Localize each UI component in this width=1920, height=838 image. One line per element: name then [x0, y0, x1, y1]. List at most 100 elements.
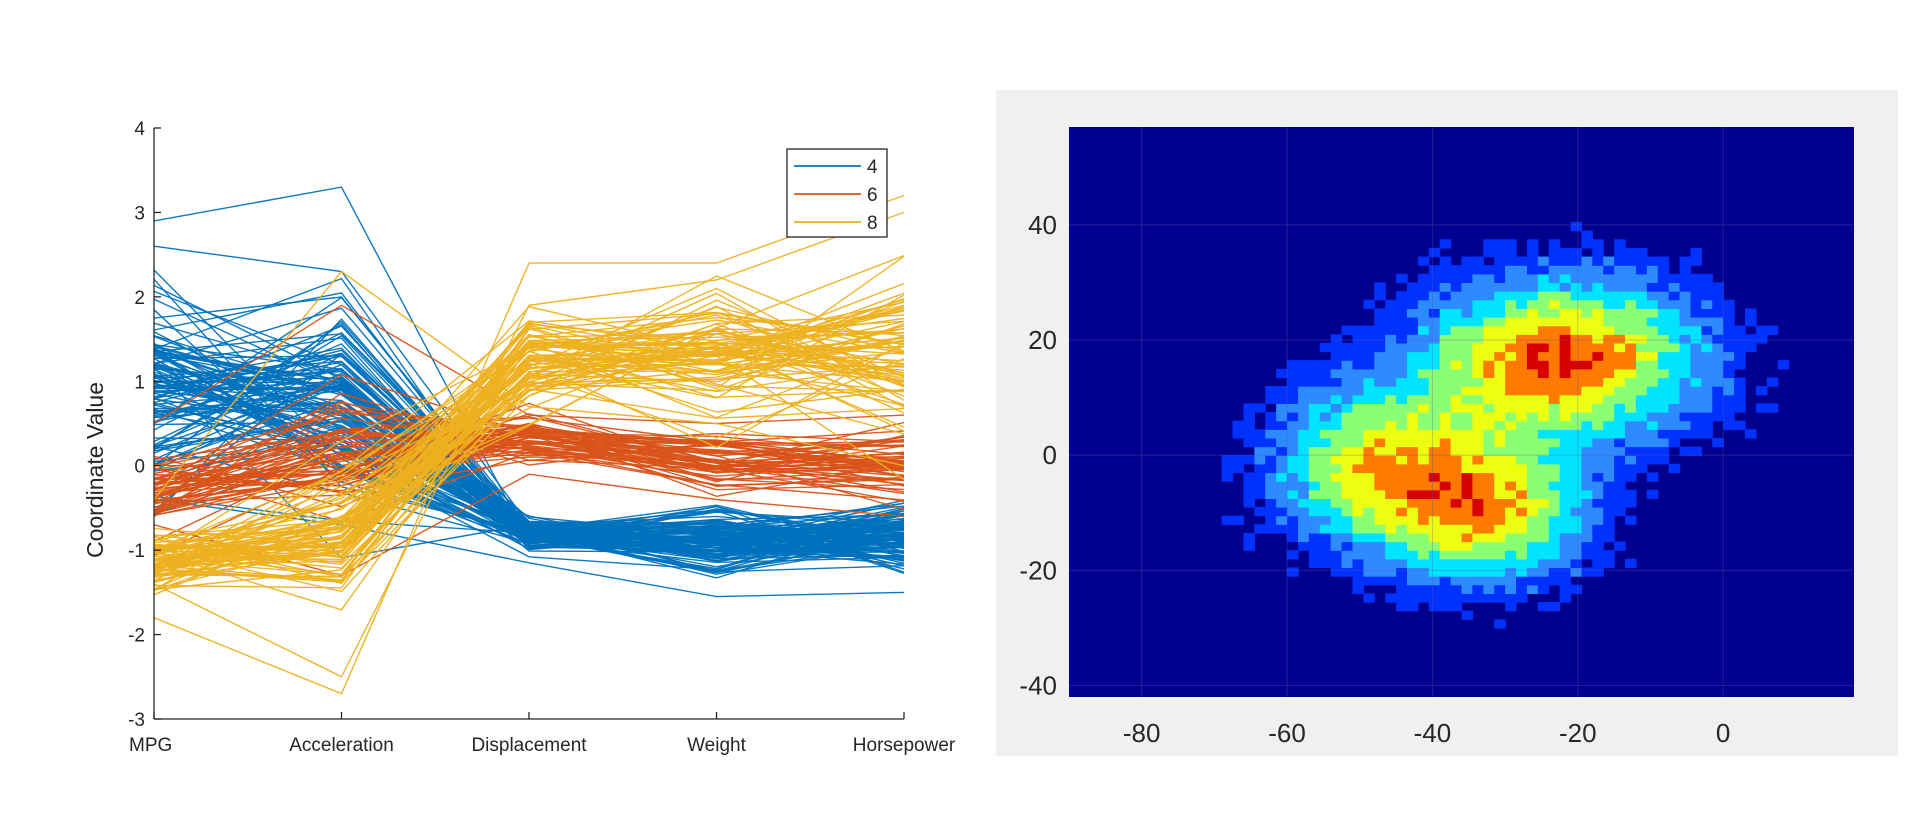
contour-level-3-cell	[1505, 558, 1517, 569]
contour-level-1-cell	[1254, 403, 1266, 413]
contour-level-6-cell	[1592, 377, 1604, 387]
contour-level-1-cell	[1439, 602, 1452, 612]
contour-level-3-cell	[1341, 515, 1354, 525]
series-4-line	[153, 344, 905, 536]
contour-level-3-cell	[1581, 420, 1593, 430]
contour-level-1-cell	[1505, 239, 1517, 249]
contour-level-2-cell	[1657, 412, 1670, 422]
contour-level-1-cell	[1243, 420, 1255, 430]
contour-level-1-cell	[1461, 593, 1473, 603]
contour-level-7-cell	[1570, 360, 1583, 370]
contour-level-6-cell	[1483, 507, 1495, 517]
contour-level-5-cell	[1450, 446, 1463, 456]
contour-level-2-cell	[1450, 291, 1463, 301]
parallel-coordinates-lines	[153, 186, 905, 695]
contour-level-3-cell	[1406, 368, 1419, 379]
contour-level-2-cell	[1406, 334, 1419, 344]
contour-level-5-cell	[1494, 342, 1506, 353]
series-4-line	[153, 362, 905, 564]
contour-level-3-cell	[1352, 394, 1364, 404]
contour-level-1-cell	[1559, 593, 1572, 603]
contour-level-1-cell	[1570, 247, 1583, 258]
contour-level-5-cell	[1614, 342, 1626, 353]
contour-level-1-cell	[1570, 222, 1583, 232]
contour-level-2-cell	[1276, 463, 1288, 474]
contour-level-5-cell	[1483, 463, 1495, 474]
contour-level-2-cell	[1625, 273, 1637, 284]
contour-level-6-cell	[1450, 515, 1463, 525]
contour-level-5-cell	[1505, 507, 1517, 517]
contour-level-1-cell	[1657, 429, 1670, 439]
contour-level-2-cell	[1646, 265, 1659, 275]
contour-level-5-cell	[1516, 317, 1528, 327]
contour-level-2-cell	[1723, 351, 1735, 361]
contour-level-6-cell	[1494, 515, 1506, 525]
contour-level-1-cell	[1723, 342, 1735, 353]
contour-level-2-cell	[1592, 481, 1604, 491]
contour-level-2-cell	[1341, 386, 1354, 396]
contour-level-5-cell	[1461, 455, 1473, 465]
contour-level-4-cell	[1581, 412, 1593, 422]
contour-level-3-cell	[1516, 558, 1528, 569]
contour-level-2-cell	[1701, 299, 1713, 309]
contour-level-5-cell	[1406, 507, 1419, 517]
contour-level-4-cell	[1352, 420, 1364, 430]
contour-level-1-cell	[1505, 602, 1517, 612]
contour-level-1-cell	[1439, 291, 1452, 301]
contour-level-1-cell	[1690, 256, 1702, 266]
contour-level-2-cell	[1330, 368, 1343, 379]
contour-level-5-cell	[1559, 403, 1572, 413]
contour-level-3-cell	[1428, 558, 1441, 569]
contour-level-5-cell	[1505, 455, 1517, 465]
contour-level-2-cell	[1276, 437, 1288, 448]
contour-level-5-cell	[1537, 403, 1550, 413]
contour-level-4-cell	[1526, 446, 1539, 456]
series-8-line	[153, 254, 905, 544]
contour-level-5-cell	[1635, 334, 1648, 344]
contour-level-4-cell	[1483, 403, 1495, 413]
contour-level-3-cell	[1548, 515, 1561, 525]
contour-level-2-cell	[1319, 515, 1332, 525]
contour-level-2-cell	[1646, 437, 1659, 448]
contour-level-1-cell	[1374, 308, 1386, 318]
contour-level-2-cell	[1690, 386, 1702, 396]
contour-level-7-cell	[1472, 507, 1484, 517]
contour-level-3-cell	[1417, 325, 1430, 335]
contour-level-3-cell	[1570, 481, 1583, 491]
contour-level-6-cell	[1603, 360, 1615, 370]
contour-level-4-cell	[1494, 446, 1506, 456]
contour-level-1-cell	[1221, 463, 1234, 474]
contour-level-2-cell	[1406, 567, 1419, 577]
contour-level-2-cell	[1276, 489, 1288, 499]
contour-level-2-cell	[1570, 567, 1583, 577]
series-4-line	[153, 278, 905, 568]
contour-level-6-cell	[1516, 368, 1528, 379]
contour-level-1-cell	[1494, 584, 1506, 594]
contour-level-5-cell	[1505, 394, 1517, 404]
contour-level-3-cell	[1570, 489, 1583, 499]
contour-level-4-cell	[1374, 420, 1386, 430]
contour-level-5-cell	[1614, 377, 1626, 387]
contour-level-3-cell	[1559, 446, 1572, 456]
contour-level-1-cell	[1668, 437, 1681, 448]
contour-level-2-cell	[1396, 558, 1408, 569]
contour-level-5-cell	[1592, 308, 1604, 318]
contour-level-1-cell	[1406, 282, 1419, 292]
contour-level-2-cell	[1614, 282, 1626, 292]
contour-level-3-cell	[1657, 308, 1670, 318]
contour-level-4-cell	[1537, 463, 1550, 474]
contour-level-2-cell	[1570, 507, 1583, 517]
contour-level-4-cell	[1472, 334, 1484, 344]
contour-level-6-cell	[1472, 481, 1484, 491]
contour-level-2-cell	[1603, 463, 1615, 474]
contour-level-4-cell	[1330, 437, 1343, 448]
contour-level-2-cell	[1385, 558, 1397, 569]
contour-level-1-cell	[1417, 256, 1430, 266]
contour-level-3-cell	[1428, 342, 1441, 353]
contour-level-4-cell	[1417, 532, 1430, 543]
contour-level-6-cell	[1483, 524, 1495, 534]
contour-level-2-cell	[1559, 265, 1572, 275]
contour-level-6-cell	[1363, 446, 1375, 456]
contour-level-1-cell	[1679, 265, 1692, 275]
contour-level-1-cell	[1614, 239, 1626, 249]
